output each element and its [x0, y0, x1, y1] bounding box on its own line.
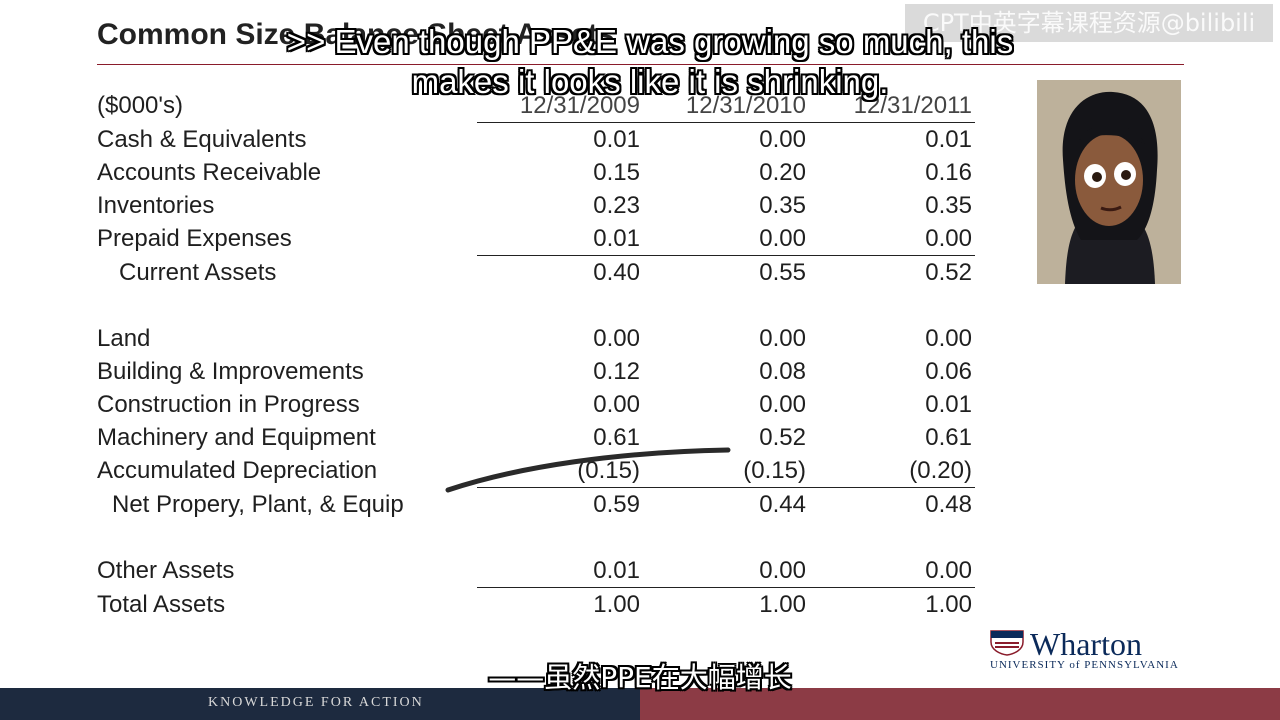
wharton-logo: Wharton UNIVERSITY of PENNSYLVANIA	[990, 626, 1190, 676]
year-header: 12/31/2009	[477, 89, 643, 123]
row-label: Total Assets	[97, 590, 226, 618]
cell-value: 0.00	[593, 391, 640, 418]
year-header: 12/31/2010	[643, 89, 809, 123]
cell-value: 0.00	[643, 222, 809, 256]
cell-value: (0.15)	[643, 454, 809, 488]
table-row: Land 0.00 0.00 0.00	[97, 322, 975, 355]
cell-value: 0.00	[643, 554, 809, 588]
footer-bar-right	[640, 688, 1280, 720]
cell-value: 0.01	[925, 126, 972, 153]
table-row: Accumulated Depreciation (0.15) (0.15) (…	[97, 454, 975, 488]
row-label: Accumulated Depreciation	[97, 457, 378, 485]
row-label: Net Propery, Plant, & Equip	[112, 490, 404, 518]
cell-value: 0.35	[925, 192, 972, 219]
cell-value: 0.00	[759, 325, 806, 352]
table-row: Construction in Progress 0.00 0.00 0.01	[97, 388, 975, 421]
cell-value: 0.52	[759, 424, 806, 451]
cell-value: 0.23	[593, 192, 640, 219]
table-row: Inventories 0.23 0.35 0.35	[97, 189, 975, 222]
cell-value: 0.48	[925, 491, 972, 518]
cell-value: (0.15)	[477, 454, 643, 488]
table-spacer	[97, 521, 975, 554]
row-label: Prepaid Expenses	[97, 225, 292, 253]
cell-value: 0.12	[593, 358, 640, 385]
table-row: Building & Improvements 0.12 0.08 0.06	[97, 355, 975, 388]
cell-value: 1.00	[593, 591, 640, 618]
cell-value: 1.00	[925, 591, 972, 618]
year-header: 12/31/2011	[809, 89, 975, 123]
shield-icon	[990, 630, 1024, 656]
table-row: Cash & Equivalents 0.01 0.00 0.01	[97, 123, 975, 157]
slide-title: Common Size Balance Sheet Assets	[97, 18, 615, 51]
cell-value: 0.16	[925, 159, 972, 186]
row-label: Land	[97, 325, 151, 352]
footer-bar-left	[0, 688, 640, 720]
cell-value: 0.44	[759, 491, 806, 518]
cell-value: 0.00	[925, 325, 972, 352]
cell-value: 0.40	[593, 259, 640, 286]
cell-value: (0.20)	[809, 454, 975, 488]
cell-value: 0.00	[809, 554, 975, 588]
row-label: Machinery and Equipment	[97, 424, 376, 451]
cell-value: 0.61	[593, 424, 640, 451]
cell-value: 1.00	[759, 591, 806, 618]
logo-name: Wharton	[1030, 626, 1142, 662]
table-header-row: ($000's) 12/31/2009 12/31/2010 12/31/201…	[97, 89, 975, 123]
footer-tagline: KNOWLEDGE FOR ACTION	[208, 695, 424, 710]
cell-value: 0.59	[593, 491, 640, 518]
row-label: Construction in Progress	[97, 391, 360, 418]
row-label: Current Assets	[119, 258, 277, 286]
table-row-total: Total Assets 1.00 1.00 1.00	[97, 588, 975, 622]
cell-value: 0.00	[809, 222, 975, 256]
units-label: ($000's)	[97, 92, 183, 120]
logo-university: UNIVERSITY of PENNSYLVANIA	[990, 659, 1179, 671]
cell-value: 0.20	[759, 159, 806, 186]
presenter-avatar	[1037, 80, 1181, 284]
row-label: Inventories	[97, 192, 215, 219]
cell-value: 0.00	[593, 325, 640, 352]
cell-value: 0.08	[759, 358, 806, 385]
table-row: Prepaid Expenses 0.01 0.00 0.00	[97, 222, 975, 256]
cell-value: 0.01	[477, 222, 643, 256]
cell-value: 0.01	[477, 554, 643, 588]
subtitle-english: >> Even though PP&E was growing so much,…	[286, 23, 1014, 100]
table-row-subtotal: Current Assets 0.40 0.55 0.52	[97, 256, 975, 290]
row-label: Other Assets	[97, 557, 235, 585]
title-rule	[97, 64, 1184, 65]
cell-value: 0.52	[925, 259, 972, 286]
row-label: Building & Improvements	[97, 358, 364, 385]
cell-value: 0.55	[759, 259, 806, 286]
cell-value: 0.00	[759, 126, 806, 153]
row-label: Accounts Receivable	[97, 159, 322, 186]
watermark: CPT中英字幕课程资源@bilibili	[905, 4, 1273, 42]
row-label: Cash & Equivalents	[97, 125, 307, 153]
cell-value: 0.06	[925, 358, 972, 385]
table-row: Machinery and Equipment 0.61 0.52 0.61	[97, 421, 975, 454]
presenter-avatar-icon	[1037, 80, 1181, 284]
cell-value: 0.01	[925, 391, 972, 418]
cell-value: 0.35	[759, 192, 806, 219]
subtitle-chinese: ——虽然PPE在大幅增长	[488, 661, 792, 694]
cell-value: 0.01	[593, 126, 640, 153]
balance-sheet-table: ($000's) 12/31/2009 12/31/2010 12/31/201…	[97, 89, 975, 621]
table-row: Accounts Receivable 0.15 0.20 0.16	[97, 156, 975, 189]
cell-value: 0.61	[925, 424, 972, 451]
cell-value: 0.15	[593, 159, 640, 186]
table-spacer	[97, 289, 975, 322]
table-row: Other Assets 0.01 0.00 0.00	[97, 554, 975, 588]
cell-value: 0.00	[759, 391, 806, 418]
table-row-subtotal: Net Propery, Plant, & Equip 0.59 0.44 0.…	[97, 488, 975, 522]
